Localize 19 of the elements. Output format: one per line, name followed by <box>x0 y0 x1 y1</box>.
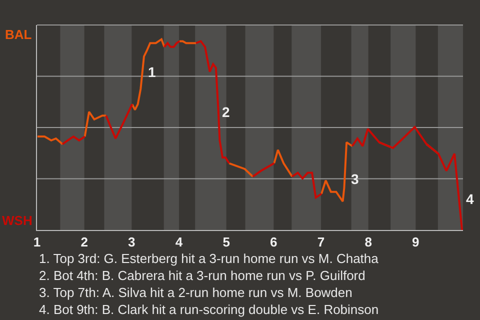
x-tick-label: 5 <box>222 234 230 250</box>
x-tick-label: 8 <box>364 234 372 250</box>
text: 2. Bot 4th: B. Cabrera hit a 3-run home run vs P. Guilford <box>39 268 366 283</box>
text: 1. Top 3rd: G. Esterberg hit a 3-run home run vs M. Chatha <box>39 251 380 266</box>
text: BAL <box>5 27 32 42</box>
x-tick-label: 6 <box>270 234 278 250</box>
text: WSH <box>2 213 32 228</box>
x-tick-label: 3 <box>128 234 136 250</box>
x-tick-label: 4 <box>175 234 184 250</box>
annotation: 3 <box>351 171 359 187</box>
annotation: 1 <box>148 64 156 80</box>
text: 4. Bot 9th: B. Clark hit a run-scoring double vs E. Robinson <box>39 302 379 317</box>
x-tick-label: 2 <box>80 234 88 250</box>
text: 3. Top 7th: A. Silva hit a 2-run home run vs M. Bowden <box>39 285 352 300</box>
x-tick-label: 9 <box>412 234 420 250</box>
x-tick-label: 7 <box>317 234 325 250</box>
x-tick-label: 1 <box>33 234 41 250</box>
annotation: 4 <box>466 191 474 207</box>
annotation: 2 <box>222 104 230 120</box>
